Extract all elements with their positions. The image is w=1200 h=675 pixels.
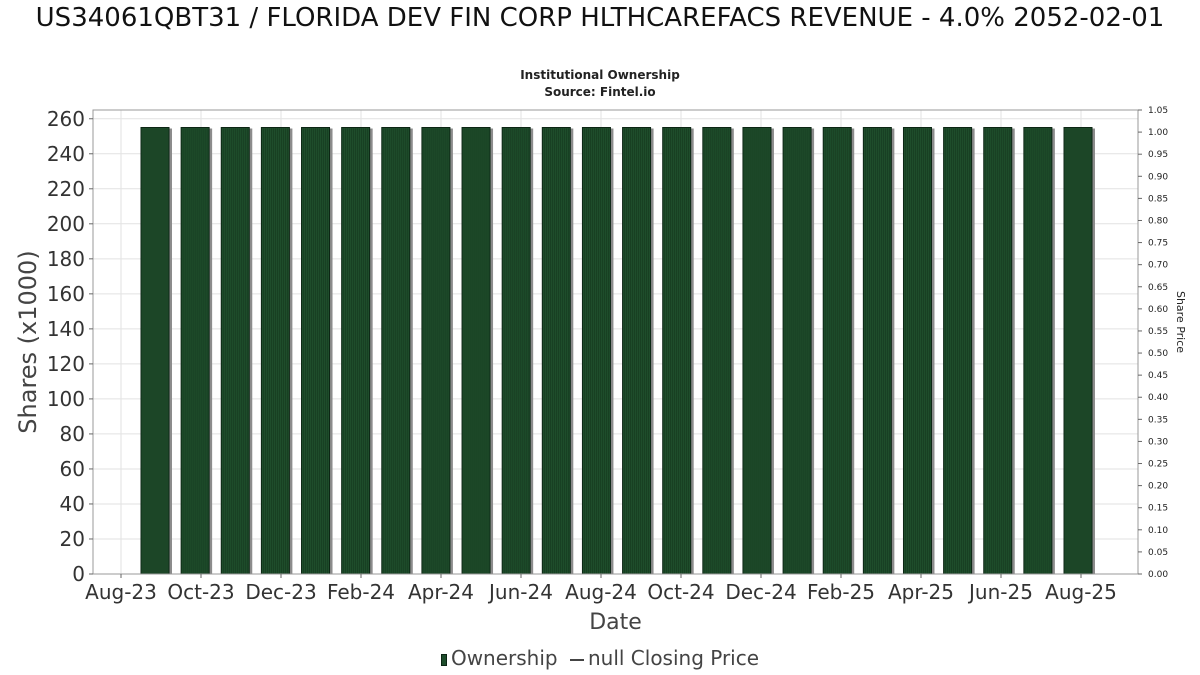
y2-tick-label: 0.60 <box>1148 305 1168 315</box>
y2-tick-label: 0.35 <box>1148 415 1168 425</box>
y2-tick-label: 0.80 <box>1148 216 1168 226</box>
y-tick-label: 80 <box>60 422 85 446</box>
plot-frame <box>92 109 1139 575</box>
y2-tick-label: 0.05 <box>1148 548 1168 558</box>
y-tick-label: 160 <box>47 282 85 306</box>
y-tick-label: 60 <box>60 457 85 481</box>
x-tick-label: Aug-25 <box>1045 580 1117 604</box>
y-tick-label: 20 <box>60 527 85 551</box>
y2-tick-label: 0.85 <box>1148 194 1168 204</box>
y2-tick-label: 0.40 <box>1148 393 1168 403</box>
ownership-legend-label: Ownership <box>450 646 558 670</box>
x-tick-label: Oct-24 <box>647 580 714 604</box>
x-tick-label: Apr-24 <box>408 580 474 604</box>
y2-tick-label: 0.70 <box>1148 261 1168 271</box>
y2-tick-label: 0.30 <box>1148 437 1168 447</box>
y2-tick-label: 0.50 <box>1148 349 1168 359</box>
x-tick-label: Dec-24 <box>725 580 796 604</box>
y-tick-label: 180 <box>47 247 85 271</box>
y-tick-label: 260 <box>47 107 85 131</box>
y-tick-label: 220 <box>47 177 85 201</box>
y2-tick-label: 0.20 <box>1148 482 1168 492</box>
y-axis-title: Shares (x1000) <box>14 250 42 433</box>
y2-tick-label: 1.00 <box>1148 128 1168 138</box>
y2-tick-label: 0.25 <box>1148 460 1168 470</box>
y2-tick-label: 1.05 <box>1148 106 1168 116</box>
x-tick-label: Oct-23 <box>167 580 234 604</box>
y-tick-label: 120 <box>47 352 85 376</box>
y-tick-label: 40 <box>60 492 85 516</box>
y2-tick-label: 0.00 <box>1148 570 1168 580</box>
y-tick-label: 0 <box>72 562 85 586</box>
price-legend-label: null Closing Price <box>587 646 760 670</box>
y2-axis-title: Share Price <box>1174 291 1187 353</box>
chart-title: US34061QBT31 / FLORIDA DEV FIN CORP HLTH… <box>35 3 1165 33</box>
x-tick-label: Apr-25 <box>888 580 954 604</box>
x-tick-label: Jun-25 <box>967 580 1033 604</box>
x-tick-label: Aug-23 <box>85 580 157 604</box>
ownership-legend-swatch <box>440 653 447 666</box>
y2-tick-label: 0.45 <box>1148 371 1168 381</box>
ownership-chart: 0 20 40 60 80 100 120 140 160 180 200 220 240 260 0.00… <box>14 106 1187 635</box>
x-axis-title: Date <box>589 610 642 635</box>
y2-tick-label: 0.65 <box>1148 283 1168 293</box>
chart-subtitle-line-2: Source: Fintel.io <box>544 85 656 99</box>
y2-tick-label: 0.15 <box>1148 504 1168 514</box>
x-tick-label: Dec-23 <box>245 580 316 604</box>
y-tick-label: 240 <box>47 142 85 166</box>
y-tick-label: 200 <box>47 212 85 236</box>
y2-tick-label: 0.95 <box>1148 150 1168 160</box>
y-tick-label: 100 <box>47 387 85 411</box>
y2-tick-label: 0.10 <box>1148 526 1168 536</box>
y-tick-label: 140 <box>47 317 85 341</box>
price-legend-line <box>569 658 584 661</box>
x-tick-label: Feb-24 <box>327 580 395 604</box>
x-tick-label: Aug-24 <box>565 580 637 604</box>
x-tick-label: Jun-24 <box>487 580 553 604</box>
chart-legend: Ownership null Closing Price <box>0 646 1200 670</box>
x-tick-label: Feb-25 <box>807 580 875 604</box>
y2-tick-label: 0.90 <box>1148 172 1168 182</box>
y2-tick-label: 0.55 <box>1148 327 1168 337</box>
chart-subtitle-line-1: Institutional Ownership <box>520 68 680 82</box>
y2-tick-label: 0.75 <box>1148 239 1168 249</box>
